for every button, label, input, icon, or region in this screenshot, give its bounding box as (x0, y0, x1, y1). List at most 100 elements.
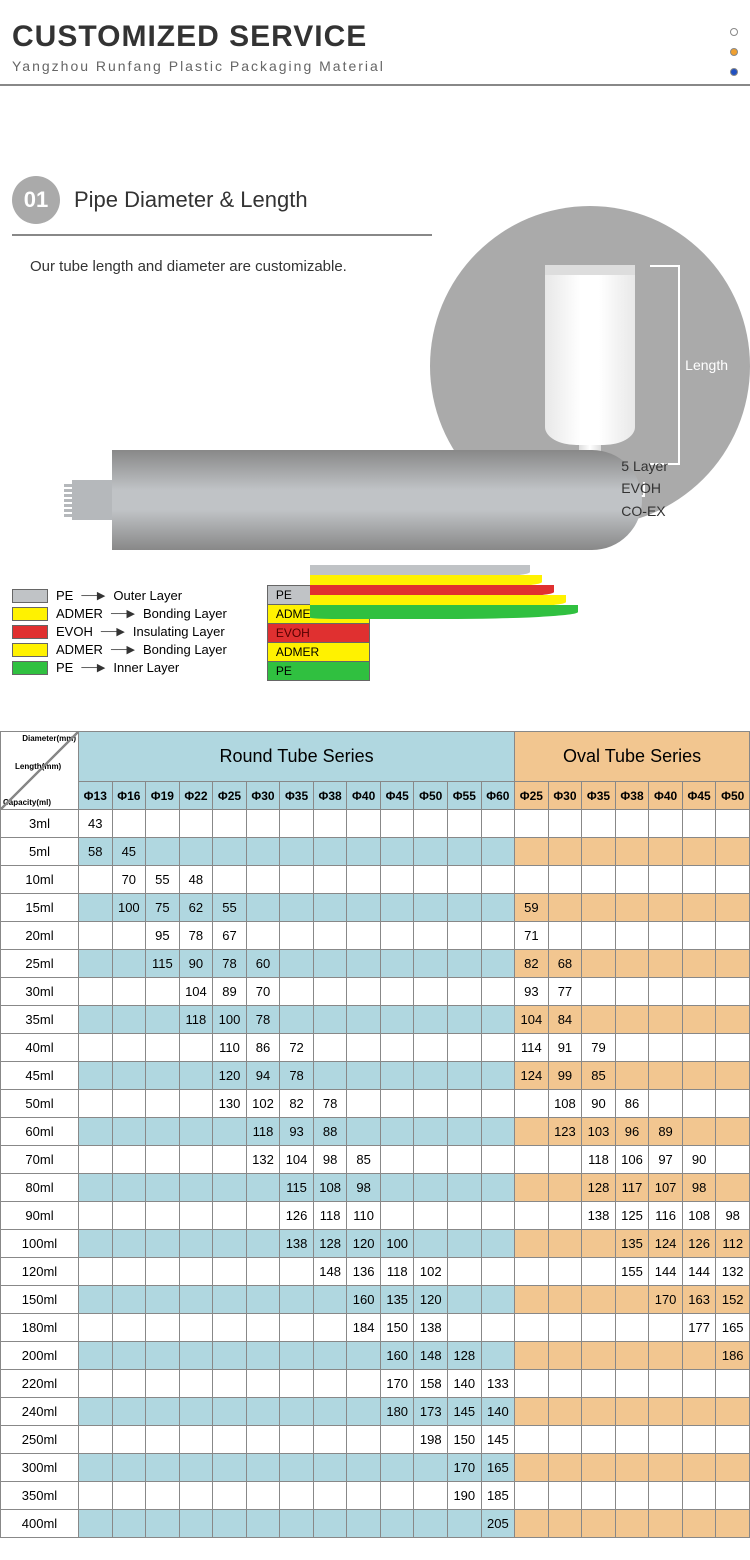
data-cell: 85 (347, 1146, 381, 1174)
data-cell (79, 866, 113, 894)
oval-series-header: Oval Tube Series (515, 732, 750, 782)
data-cell (615, 1034, 649, 1062)
data-cell: 120 (414, 1286, 448, 1314)
section-title: Pipe Diameter & Length (74, 187, 308, 213)
data-cell: 98 (313, 1146, 347, 1174)
data-cell (380, 810, 414, 838)
table-row: 30ml10489709377 (1, 978, 750, 1006)
data-cell: 160 (380, 1342, 414, 1370)
data-cell (146, 1090, 180, 1118)
data-cell (380, 1510, 414, 1538)
data-cell (515, 1454, 549, 1482)
data-cell (649, 1510, 683, 1538)
data-cell: 91 (548, 1034, 582, 1062)
tube-side-view: 5 LayerEVOHCO-EX (12, 435, 738, 575)
diam-header: Φ45 (380, 782, 414, 810)
data-cell (548, 1174, 582, 1202)
data-cell: 97 (649, 1146, 683, 1174)
data-cell (380, 866, 414, 894)
diam-header: Φ35 (280, 782, 314, 810)
data-cell (347, 950, 381, 978)
data-cell (682, 1034, 716, 1062)
data-cell (313, 1510, 347, 1538)
data-cell (481, 1118, 515, 1146)
table-row: 90ml12611811013812511610898 (1, 1202, 750, 1230)
table-row: 40ml11086721149179 (1, 1034, 750, 1062)
data-cell (280, 1510, 314, 1538)
data-cell (515, 866, 549, 894)
data-cell: 140 (481, 1398, 515, 1426)
data-cell (448, 950, 482, 978)
data-cell: 84 (548, 1006, 582, 1034)
data-cell (716, 950, 750, 978)
data-cell (582, 1426, 616, 1454)
data-cell (79, 1174, 113, 1202)
data-cell (347, 1342, 381, 1370)
data-cell (548, 894, 582, 922)
data-cell (716, 1398, 750, 1426)
data-cell (515, 1230, 549, 1258)
data-cell (414, 1146, 448, 1174)
data-cell (347, 1426, 381, 1454)
data-cell (246, 1426, 280, 1454)
capacity-cell: 3ml (1, 810, 79, 838)
data-cell: 70 (112, 866, 146, 894)
data-cell (347, 1398, 381, 1426)
table-row: 180ml184150138177165 (1, 1314, 750, 1342)
data-cell: 110 (347, 1202, 381, 1230)
data-cell: 133 (481, 1370, 515, 1398)
data-cell (112, 1174, 146, 1202)
data-cell (582, 1454, 616, 1482)
capacity-cell: 250ml (1, 1426, 79, 1454)
data-cell: 58 (79, 838, 113, 866)
data-cell (582, 894, 616, 922)
data-cell (213, 1482, 247, 1510)
data-cell (481, 866, 515, 894)
data-cell (146, 1034, 180, 1062)
data-cell (380, 1146, 414, 1174)
data-cell (582, 1342, 616, 1370)
data-cell (515, 1174, 549, 1202)
data-cell (682, 1006, 716, 1034)
data-cell (112, 1258, 146, 1286)
data-cell (146, 1370, 180, 1398)
table-row: 400ml205 (1, 1510, 750, 1538)
section-title-row: 01 Pipe Diameter & Length (12, 176, 432, 236)
capacity-cell: 50ml (1, 1090, 79, 1118)
data-cell (414, 1090, 448, 1118)
data-cell (146, 1230, 180, 1258)
data-cell (79, 1006, 113, 1034)
data-cell (716, 1118, 750, 1146)
data-cell (280, 922, 314, 950)
data-cell (79, 1286, 113, 1314)
data-cell (448, 1174, 482, 1202)
stack-layer: PE (268, 662, 369, 680)
table-row: 45ml12094781249985 (1, 1062, 750, 1090)
data-cell (548, 922, 582, 950)
diam-header: Φ35 (582, 782, 616, 810)
data-cell: 93 (280, 1118, 314, 1146)
table-row: 50ml13010282781089086 (1, 1090, 750, 1118)
data-cell: 205 (481, 1510, 515, 1538)
diam-header: Φ38 (313, 782, 347, 810)
data-cell (79, 1090, 113, 1118)
data-cell (448, 1146, 482, 1174)
data-cell (347, 810, 381, 838)
data-cell (112, 810, 146, 838)
data-cell (280, 950, 314, 978)
data-cell: 60 (246, 950, 280, 978)
data-cell: 145 (481, 1426, 515, 1454)
data-cell (380, 1034, 414, 1062)
data-cell (615, 866, 649, 894)
data-cell (548, 1482, 582, 1510)
data-cell (716, 1006, 750, 1034)
capacity-cell: 220ml (1, 1370, 79, 1398)
data-cell (79, 1062, 113, 1090)
data-cell (481, 1174, 515, 1202)
data-cell (79, 1230, 113, 1258)
swatch-icon (12, 589, 48, 603)
data-cell: 112 (716, 1230, 750, 1258)
data-cell: 186 (716, 1342, 750, 1370)
data-cell (615, 950, 649, 978)
table-row: 35ml1181007810484 (1, 1006, 750, 1034)
